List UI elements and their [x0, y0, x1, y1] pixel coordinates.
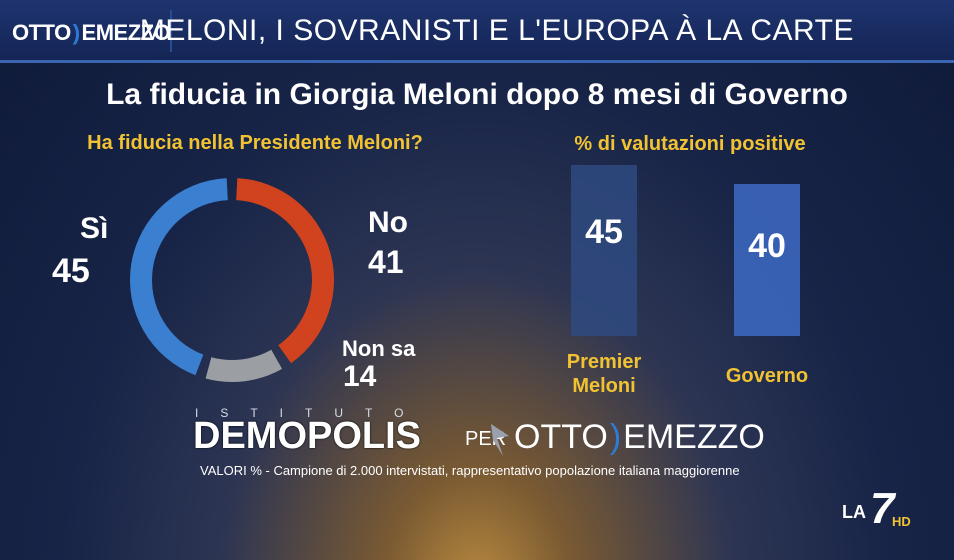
donut-slice-1	[236, 178, 334, 364]
logo-separator: )	[72, 20, 80, 45]
channel-logo: LA 7 HD	[842, 484, 912, 534]
bar-category-label: Premier Meloni	[531, 350, 677, 398]
partner-separator: )	[609, 418, 622, 456]
bar-category-label: Governo	[694, 364, 840, 388]
bar-category-line: Governo	[725, 365, 809, 387]
footnote: VALORI % - Campione di 2.000 intervistat…	[200, 463, 740, 478]
brand-demopolis: DEMOPOLIS	[193, 415, 422, 457]
bar-category-line: Premier	[566, 351, 642, 373]
donut-category-label: Sì	[80, 212, 109, 245]
partner-right: EMEZZO	[623, 418, 765, 456]
donut-value-label: 14	[343, 360, 377, 393]
program-logo: OTTO)EMEZZO	[12, 20, 171, 46]
channel-hd: HD	[892, 514, 911, 529]
bar-value-label: 45	[585, 212, 623, 251]
page-title: La fiducia in Giorgia Meloni dopo 8 mesi…	[106, 78, 848, 111]
donut-question: Ha fiducia nella Presidente Meloni?	[87, 132, 423, 154]
donut-slice-0	[130, 178, 228, 376]
logo-left: OTTO	[12, 20, 71, 45]
bar-0	[571, 165, 637, 336]
donut-value-label: 41	[368, 244, 404, 280]
donut-category-label: Non sa	[342, 336, 416, 361]
channel-name: LA	[842, 502, 866, 522]
bar-chart-title: % di valutazioni positive	[574, 133, 806, 155]
bar-value-label: 40	[748, 226, 786, 265]
brand-partner: OTTO)EMEZZO	[514, 418, 765, 457]
donut-slice-2	[205, 349, 283, 382]
header-bar: OTTO)EMEZZO MELONI, I SOVRANISTI E L'EUR…	[0, 0, 954, 63]
channel-number: 7	[870, 484, 895, 533]
bar-1	[734, 184, 800, 336]
brand-istituto: ISTITUTO	[195, 406, 426, 420]
partner-left: OTTO	[514, 418, 608, 456]
headline: MELONI, I SOVRANISTI E L'EUROPA À LA CAR…	[139, 14, 854, 47]
donut-value-label: 45	[52, 252, 90, 290]
bar-category-line: Meloni	[572, 375, 636, 397]
logo-right: EMEZZO	[81, 20, 171, 45]
header-divider	[170, 10, 172, 52]
arrow-icon	[491, 424, 509, 456]
donut-category-label: No	[368, 206, 408, 239]
